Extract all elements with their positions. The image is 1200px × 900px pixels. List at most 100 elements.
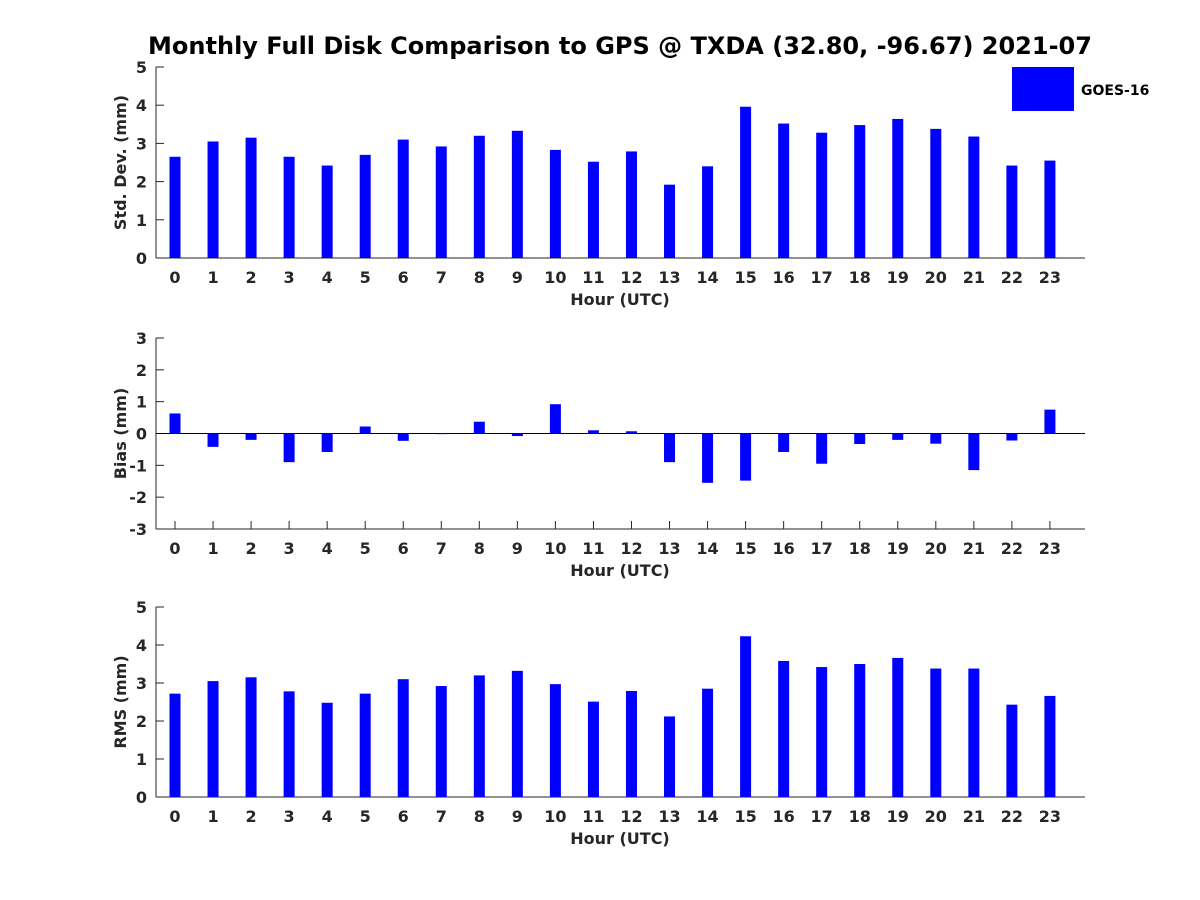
- bar: [435, 146, 447, 258]
- bar: [549, 684, 561, 797]
- x-tick-label: 11: [582, 539, 604, 558]
- bar: [702, 166, 714, 258]
- x-tick-label: 2: [246, 807, 257, 826]
- bar: [473, 675, 485, 797]
- bar: [740, 636, 752, 797]
- bar: [664, 184, 676, 258]
- y-axis-label: RMS (mm): [111, 655, 130, 748]
- x-tick-label: 18: [849, 807, 871, 826]
- y-tick-label: 0: [136, 249, 147, 268]
- x-tick-label: 3: [284, 268, 295, 287]
- bar: [778, 660, 790, 797]
- x-tick-label: 12: [620, 539, 642, 558]
- x-tick-label: 12: [620, 807, 642, 826]
- bar: [968, 136, 980, 258]
- y-tick-label: 2: [136, 173, 147, 192]
- bar: [1044, 409, 1056, 434]
- bar: [816, 132, 828, 258]
- x-tick-label: 1: [207, 539, 218, 558]
- x-tick-label: 20: [925, 807, 947, 826]
- bar: [854, 664, 866, 797]
- x-tick-label: 18: [849, 268, 871, 287]
- bar: [1006, 704, 1018, 797]
- bar: [245, 137, 257, 258]
- x-tick-label: 22: [1001, 807, 1023, 826]
- x-tick-label: 13: [658, 539, 680, 558]
- x-tick-label: 4: [322, 268, 333, 287]
- x-tick-label: 8: [474, 807, 485, 826]
- x-tick-label: 6: [398, 807, 409, 826]
- bar: [359, 154, 371, 258]
- bar: [397, 679, 409, 797]
- y-tick-label: 3: [136, 674, 147, 693]
- y-tick-label: 0: [136, 425, 147, 444]
- bar: [587, 161, 599, 258]
- x-tick-label: 16: [773, 539, 795, 558]
- x-tick-label: 3: [284, 807, 295, 826]
- x-tick-label: 7: [436, 268, 447, 287]
- x-tick-label: 4: [322, 539, 333, 558]
- x-tick-label: 10: [544, 268, 566, 287]
- y-tick-label: 1: [136, 393, 147, 412]
- bar: [702, 688, 714, 797]
- x-tick-label: 18: [849, 539, 871, 558]
- x-tick-label: 7: [436, 539, 447, 558]
- x-tick-label: 2: [246, 539, 257, 558]
- y-tick-label: 4: [136, 636, 147, 655]
- x-tick-label: 21: [963, 807, 985, 826]
- x-tick-label: 5: [360, 268, 371, 287]
- bar: [854, 125, 866, 259]
- x-tick-label: 12: [620, 268, 642, 287]
- x-tick-label: 17: [811, 807, 833, 826]
- bar: [702, 433, 714, 483]
- bar: [473, 421, 485, 434]
- y-tick-label: 2: [136, 712, 147, 731]
- bar: [816, 667, 828, 797]
- x-tick-label: 6: [398, 268, 409, 287]
- x-tick-label: 9: [512, 807, 523, 826]
- x-tick-label: 5: [360, 807, 371, 826]
- bar: [359, 693, 371, 797]
- bar: [968, 433, 980, 471]
- bar: [816, 433, 828, 464]
- x-tick-label: 11: [582, 807, 604, 826]
- bar: [511, 130, 523, 258]
- x-tick-label: 21: [963, 268, 985, 287]
- bar: [778, 123, 790, 258]
- bar: [435, 686, 447, 797]
- x-axis-label: Hour (UTC): [570, 290, 670, 309]
- figure-title: Monthly Full Disk Comparison to GPS @ TX…: [148, 32, 1092, 60]
- legend: GOES-16: [1012, 67, 1149, 111]
- y-tick-label: -1: [129, 456, 147, 475]
- bar: [587, 701, 599, 797]
- bar: [664, 716, 676, 797]
- x-tick-label: 9: [512, 268, 523, 287]
- x-tick-label: 5: [360, 539, 371, 558]
- bar: [892, 118, 904, 259]
- bar: [892, 657, 904, 797]
- bar: [740, 106, 752, 258]
- x-tick-label: 19: [887, 807, 909, 826]
- x-tick-label: 15: [734, 268, 756, 287]
- y-tick-label: 5: [136, 598, 147, 617]
- bar: [625, 690, 637, 797]
- bar: [511, 433, 523, 437]
- bar: [930, 433, 942, 444]
- x-tick-label: 0: [169, 807, 180, 826]
- x-tick-label: 23: [1039, 807, 1061, 826]
- bar: [625, 151, 637, 258]
- bar: [778, 433, 790, 452]
- bar: [587, 430, 599, 434]
- x-tick-label: 14: [696, 539, 718, 558]
- bar: [283, 691, 295, 797]
- bar: [283, 156, 295, 258]
- x-tick-label: 17: [811, 539, 833, 558]
- bar: [664, 433, 676, 463]
- y-tick-label: 5: [136, 58, 147, 77]
- bar: [321, 165, 333, 258]
- x-tick-label: 16: [773, 268, 795, 287]
- x-tick-label: 3: [284, 539, 295, 558]
